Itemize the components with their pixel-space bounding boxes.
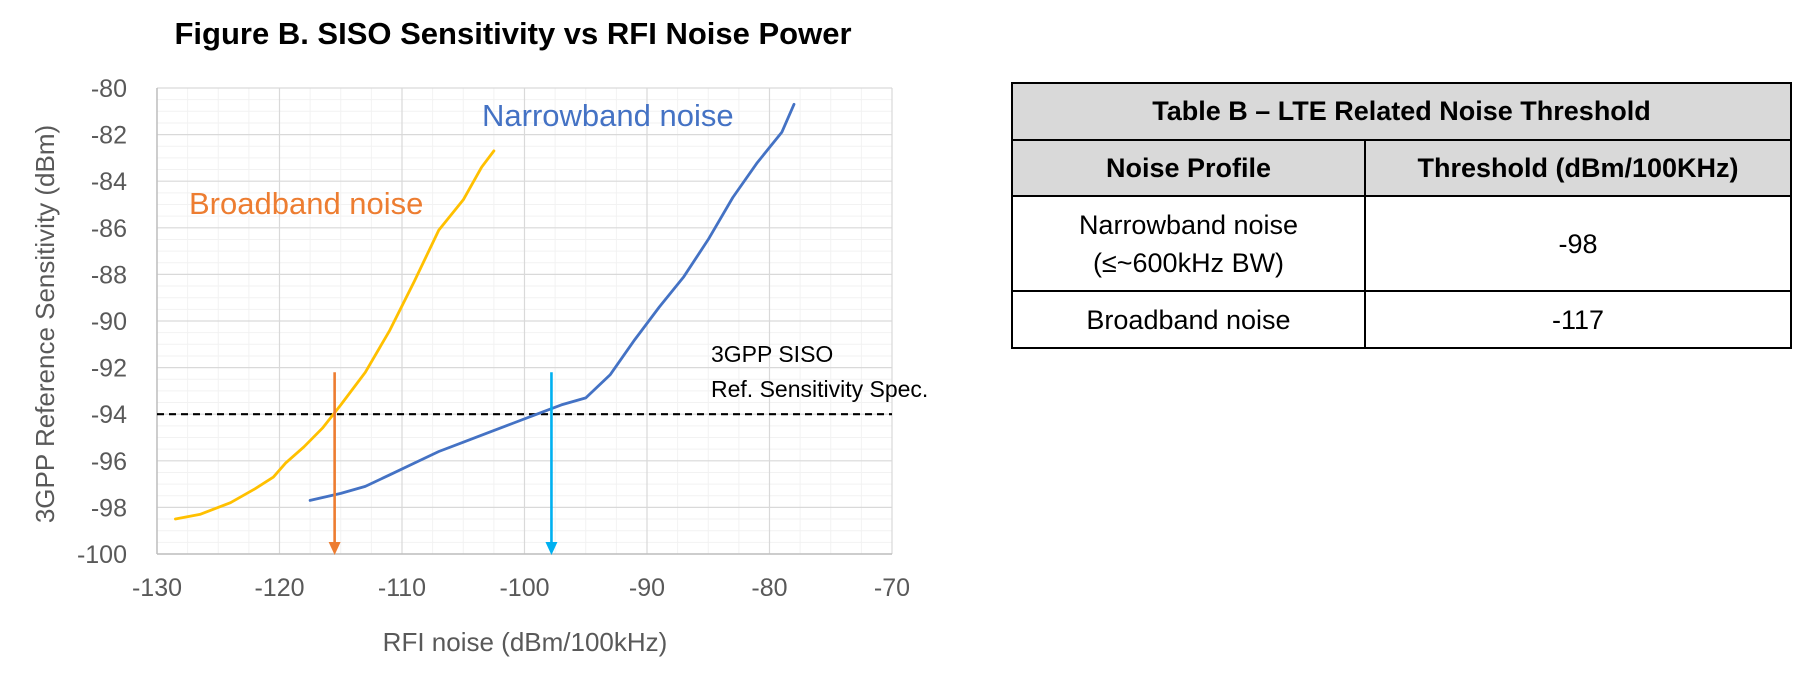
y-tick-label: -100 <box>77 541 127 569</box>
chart-svg: Figure B. SISO Sensitivity vs RFI Noise … <box>30 16 928 657</box>
y-tick-label: -86 <box>91 215 127 243</box>
profile-line1: Narrowband noise <box>1078 209 1299 240</box>
table-cell-profile: Narrowband noise (≤~600kHz BW) <box>1011 195 1366 292</box>
y-tick-label: -94 <box>91 401 127 429</box>
x-tick-label: -100 <box>499 574 549 602</box>
table-cell-profile: Broadband noise <box>1011 290 1366 349</box>
table-cell-threshold: -117 <box>1364 290 1792 349</box>
y-tick-label: -80 <box>91 75 127 103</box>
y-tick-label: -92 <box>91 355 127 383</box>
column-header-profile: Noise Profile <box>1011 139 1366 197</box>
table-row: Broadband noise -117 <box>1011 290 1792 349</box>
x-tick-label: -70 <box>874 574 910 602</box>
noise-threshold-table: Table B – LTE Related Noise Threshold No… <box>1011 82 1792 349</box>
table-cell-threshold: -98 <box>1364 195 1792 292</box>
table-caption: Table B – LTE Related Noise Threshold <box>1011 82 1792 141</box>
y-tick-label: -84 <box>91 168 127 196</box>
broadband-threshold-arrow-head <box>328 542 341 555</box>
series-label-broadband: Broadband noise <box>189 186 423 221</box>
narrowband-threshold-arrow-head <box>545 542 558 555</box>
x-tick-label: -130 <box>132 574 182 602</box>
profile-line2: (≤~600kHz BW) <box>1092 247 1285 278</box>
y-tick-label: -88 <box>91 261 127 289</box>
x-tick-label: -80 <box>751 574 787 602</box>
y-axis-label: 3GPP Reference Sensitivity (dBm) <box>30 125 60 523</box>
grid <box>156 87 893 555</box>
x-tick-label: -110 <box>378 574 426 602</box>
narrowband-series-line <box>308 102 796 502</box>
tick-labels: -80-82-84-86-88-90-92-94-96-98-100-130 -1… <box>77 75 910 602</box>
y-tick-label: -98 <box>91 494 127 522</box>
column-header-threshold: Threshold (dBm/100KHz) <box>1364 139 1792 197</box>
y-tick-label: -82 <box>91 122 127 150</box>
x-axis-label: RFI noise (dBm/100kHz) <box>383 627 668 657</box>
threshold-arrows <box>328 372 558 555</box>
spec-annotation-line1: 3GPP SISO <box>711 341 833 367</box>
y-tick-label: -96 <box>91 448 127 476</box>
spec-annotation-line2: Ref. Sensitivity Spec. <box>711 376 928 402</box>
chart-title: Figure B. SISO Sensitivity vs RFI Noise … <box>174 16 851 51</box>
y-tick-label: -90 <box>91 308 127 336</box>
series-label-narrowband: Narrowband noise <box>482 98 734 133</box>
broadband-series-line <box>173 149 496 521</box>
table-row: Narrowband noise (≤~600kHz BW) -98 <box>1011 195 1792 292</box>
x-tick-label: -120 <box>254 574 304 602</box>
x-tick-label: -90 <box>629 574 665 602</box>
series-group <box>173 102 796 521</box>
